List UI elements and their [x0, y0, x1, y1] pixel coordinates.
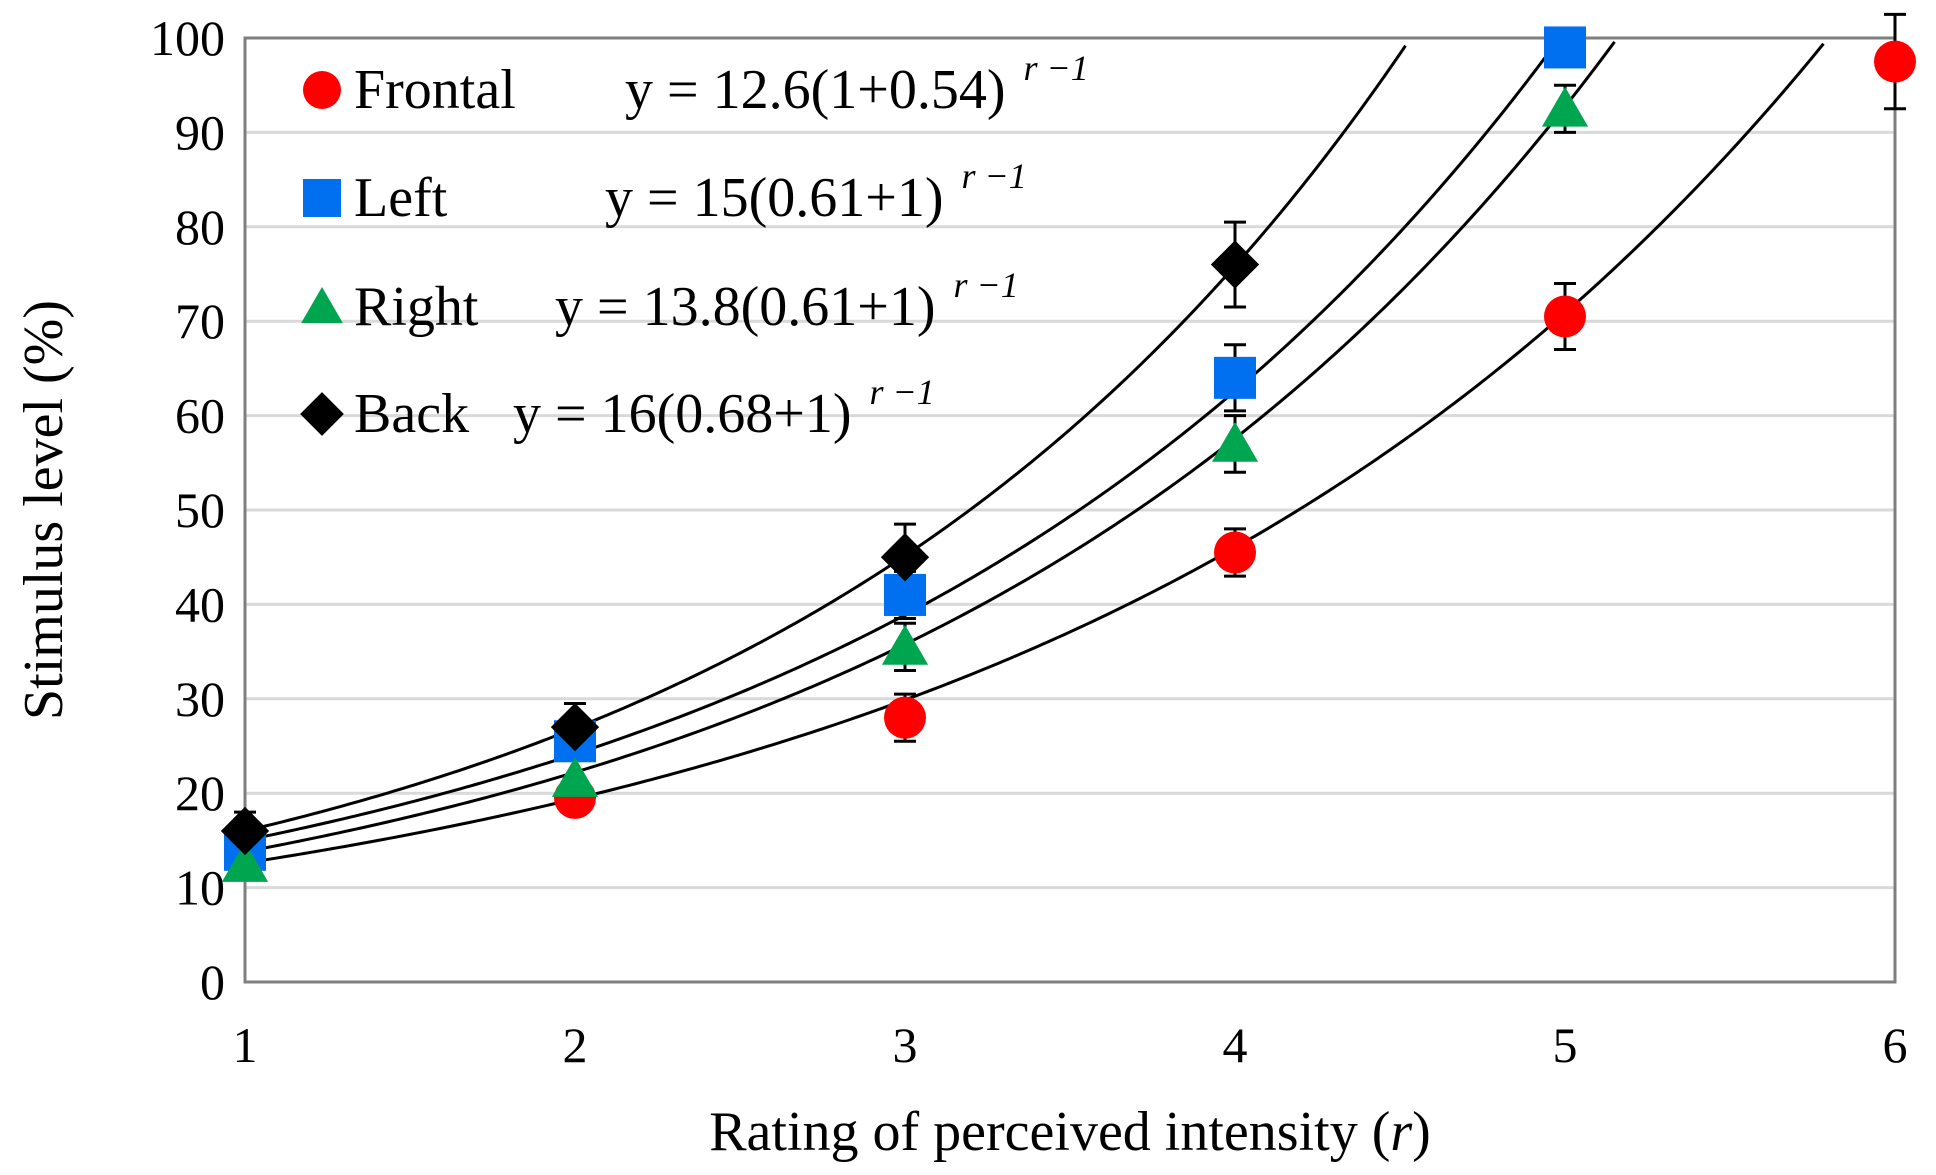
x-tick-label-6: 6 [1883, 1017, 1908, 1073]
y-tick-label-100: 100 [150, 10, 225, 66]
legend-exponent-left: r −1 [961, 156, 1026, 196]
legend-item-frontal: Frontal y = 12.6(1+0.54) r −1 [303, 48, 1089, 121]
legend-exponent-frontal: r −1 [1023, 48, 1088, 88]
fit-curve-right [244, 40, 1616, 854]
point-back-4 [1210, 240, 1260, 289]
point-frontal-4 [1214, 531, 1256, 574]
legend-item-back: Back y = 16(0.68+1) r −1 [300, 372, 935, 445]
x-tick-labels: 1 2 3 4 5 6 [233, 1017, 1908, 1073]
legend-equation-back: y = 16(0.68+1) [513, 383, 851, 445]
point-right-4 [1211, 421, 1259, 462]
fit-curve-frontal [244, 42, 1825, 865]
fit-curves [244, 37, 1825, 865]
point-back-2 [550, 702, 600, 752]
y-tick-label-10: 10 [175, 860, 225, 916]
legend-marker-frontal [303, 71, 341, 109]
legend-label-left: Left [354, 167, 448, 229]
legend-equation-right: y = 13.8(0.61+1) [555, 276, 935, 338]
legend-exponent-right: r −1 [953, 265, 1018, 305]
data-markers [220, 26, 1916, 882]
legend-item-right: Right y = 13.8(0.61+1) r −1 [301, 265, 1019, 338]
point-back-1 [220, 806, 270, 856]
y-tick-label-90: 90 [175, 104, 225, 160]
y-tick-label-80: 80 [175, 199, 225, 255]
y-tick-labels: 0 10 20 30 40 50 60 70 80 90 100 [150, 10, 225, 1010]
y-axis-title: Stimulus level (%) [13, 300, 75, 720]
x-tick-label-4: 4 [1223, 1017, 1248, 1073]
x-tick-label-3: 3 [893, 1017, 918, 1073]
point-right-1 [221, 841, 269, 882]
x-tick-label-2: 2 [563, 1017, 588, 1073]
fit-curve-back [244, 44, 1407, 833]
y-tick-label-60: 60 [175, 388, 225, 444]
x-tick-label-1: 1 [233, 1017, 258, 1073]
legend-item-left: Left y = 15(0.61+1) r −1 [303, 156, 1027, 229]
point-left-4 [1214, 356, 1256, 399]
point-frontal-6 [1874, 40, 1916, 83]
legend-marker-right [301, 287, 343, 324]
legend-label-frontal: Frontal [354, 59, 516, 121]
x-tick-label-5: 5 [1553, 1017, 1578, 1073]
legend-marker-back [300, 392, 344, 436]
point-right-5 [1541, 86, 1589, 127]
point-right-2 [551, 756, 599, 797]
fit-curve-left [244, 37, 1561, 842]
point-back-3 [880, 533, 930, 582]
y-tick-label-20: 20 [175, 765, 225, 821]
y-tick-label-30: 30 [175, 671, 225, 727]
point-frontal-5 [1544, 295, 1586, 338]
legend-label-right: Right [354, 276, 479, 338]
legend-equation-frontal: y = 12.6(1+0.54) [625, 59, 1005, 121]
point-frontal-3 [884, 696, 926, 739]
error-bars [234, 12, 1906, 880]
x-axis-title: Rating of perceived intensity (r) [709, 1101, 1431, 1163]
y-tick-label-0: 0 [200, 954, 225, 1010]
y-tick-label-70: 70 [175, 293, 225, 349]
legend-equation-left: y = 15(0.61+1) [605, 167, 943, 229]
plot-area-border [243, 36, 1897, 984]
y-tick-label-50: 50 [175, 482, 225, 538]
point-right-3 [881, 624, 929, 665]
point-left-5 [1544, 26, 1586, 69]
legend-label-back: Back [354, 383, 469, 445]
y-tick-label-40: 40 [175, 576, 225, 632]
legend: Frontal y = 12.6(1+0.54) r −1 Left y = 15(0.… [300, 48, 1089, 445]
legend-exponent-back: r −1 [869, 372, 934, 412]
legend-marker-left [303, 179, 341, 217]
